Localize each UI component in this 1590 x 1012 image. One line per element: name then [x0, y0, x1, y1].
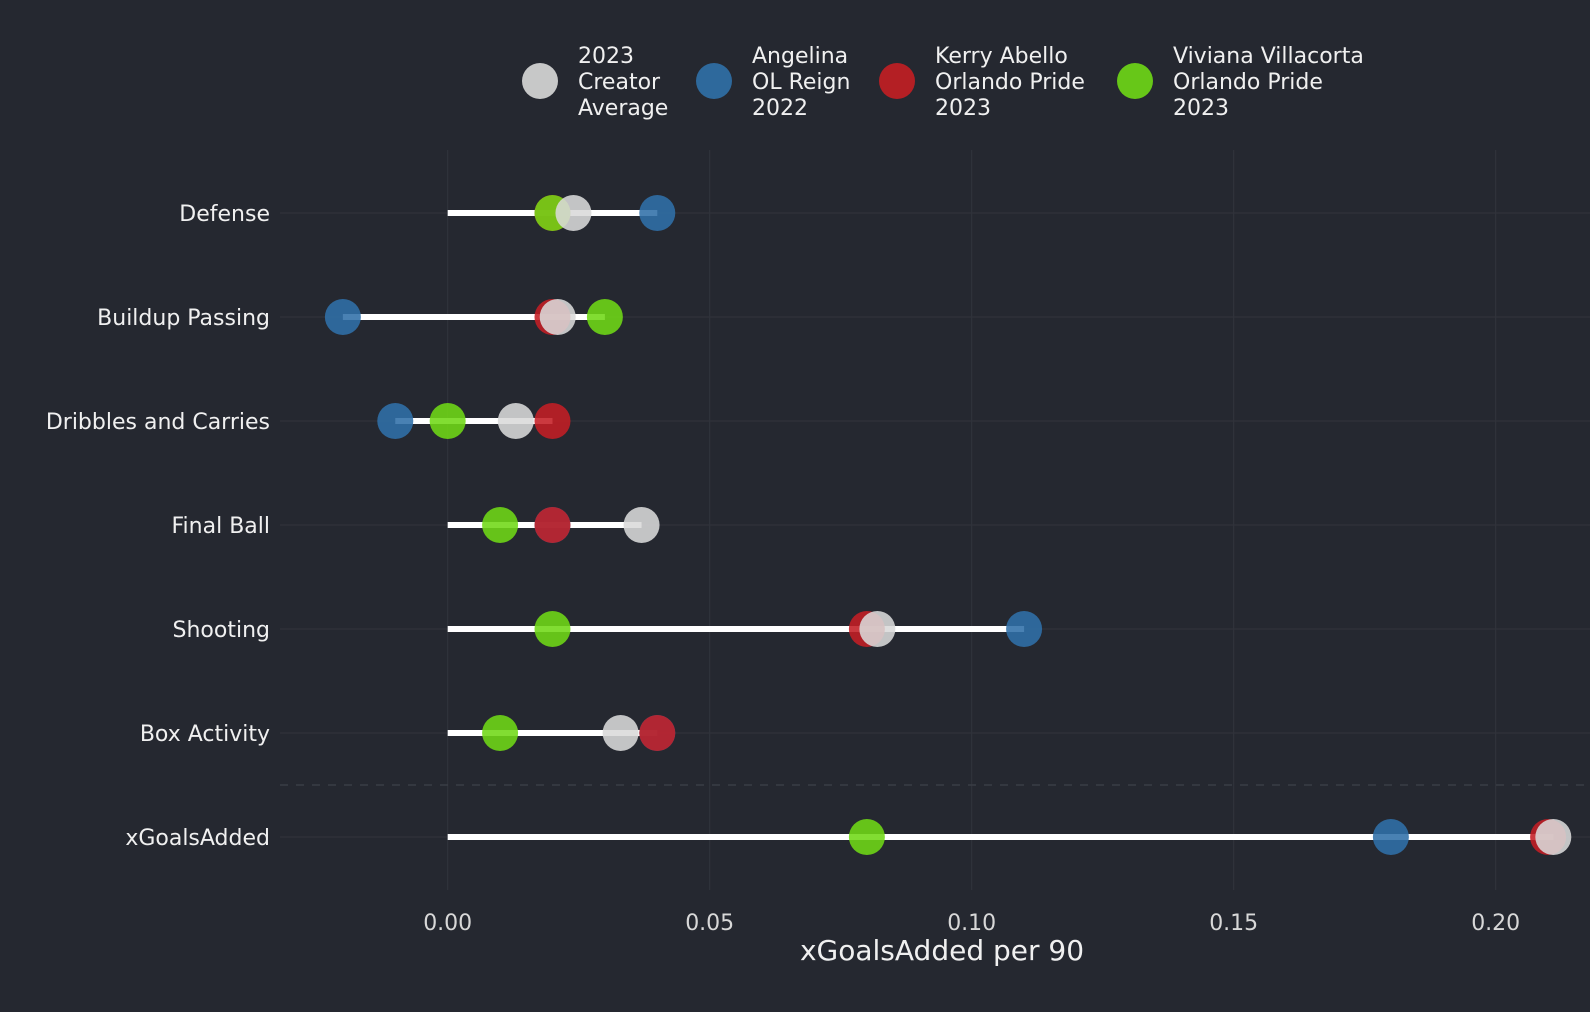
legend-label: 2023	[578, 44, 634, 69]
point-viviana	[482, 507, 519, 543]
category-label: Defense	[179, 202, 270, 227]
point-avg	[623, 507, 660, 543]
point-kerry	[534, 403, 571, 439]
legend-label: Creator	[578, 70, 661, 95]
point-avg	[555, 195, 592, 231]
point-avg	[539, 299, 576, 335]
legend-label: 2022	[752, 96, 808, 121]
point-kerry	[534, 507, 571, 543]
point-layer	[324, 195, 1572, 855]
x-tick-labels: 0.00 0.05 0.10 0.15 0.20	[423, 911, 1520, 936]
point-avg	[859, 611, 896, 647]
legend-swatch	[522, 63, 558, 99]
legend-label: OL Reign	[752, 70, 850, 95]
category-label: xGoalsAdded	[125, 826, 270, 851]
point-viviana	[534, 611, 571, 647]
x-tick-label: 0.20	[1471, 911, 1520, 936]
point-angelina	[639, 195, 676, 231]
point-avg	[602, 715, 639, 751]
category-label: Shooting	[173, 618, 270, 643]
category-label: Buildup Passing	[97, 306, 270, 331]
point-angelina	[324, 299, 361, 335]
point-angelina	[1006, 611, 1043, 647]
legend-label: Angelina	[752, 44, 848, 69]
point-viviana	[482, 715, 519, 751]
point-avg	[1535, 819, 1572, 855]
y-tick-labels: Defense Buildup Passing Dribbles and Carri…	[46, 202, 270, 851]
category-label: Dribbles and Carries	[46, 410, 270, 435]
legend-label: Viviana Villacorta	[1173, 44, 1364, 69]
x-tick-label: 0.05	[685, 911, 734, 936]
category-label: Box Activity	[140, 722, 270, 747]
x-tick-label: 0.00	[423, 911, 472, 936]
legend-label: 2023	[1173, 96, 1229, 121]
legend-label: Orlando Pride	[1173, 70, 1323, 95]
point-viviana	[848, 819, 885, 855]
point-viviana	[586, 299, 623, 335]
point-avg	[497, 403, 534, 439]
legend-label: Orlando Pride	[935, 70, 1085, 95]
point-kerry	[639, 715, 676, 751]
grid-layer	[280, 150, 1590, 890]
legend-label: 2023	[935, 96, 991, 121]
legend-swatch	[1117, 63, 1153, 99]
point-angelina	[377, 403, 414, 439]
x-axis-title: xGoalsAdded per 90	[800, 934, 1084, 967]
point-angelina	[1372, 819, 1409, 855]
point-viviana	[429, 403, 466, 439]
legend-swatch	[696, 63, 732, 99]
x-tick-label: 0.10	[947, 911, 996, 936]
x-tick-label: 0.15	[1209, 911, 1258, 936]
legend-swatch	[879, 63, 915, 99]
category-label: Final Ball	[172, 514, 271, 539]
legend-label: Kerry Abello	[935, 44, 1068, 69]
legend-label: Average	[578, 96, 668, 121]
